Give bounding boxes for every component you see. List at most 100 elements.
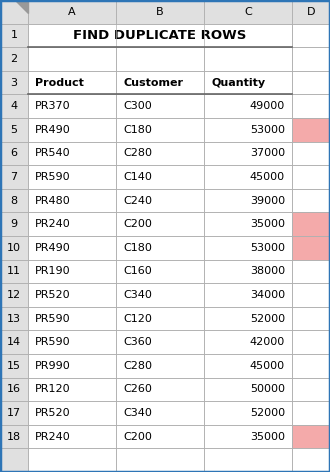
Text: C340: C340 [123, 290, 152, 300]
Bar [292, 165, 330, 189]
Text: 1: 1 [11, 30, 17, 41]
Text: PR590: PR590 [35, 337, 71, 347]
Text: 52000: 52000 [250, 408, 285, 418]
Bar [28, 165, 116, 189]
Bar [204, 283, 292, 307]
Bar [116, 307, 204, 330]
Bar [292, 189, 330, 212]
Bar [28, 425, 116, 448]
Bar [28, 354, 116, 378]
Bar [204, 330, 292, 354]
Text: PR590: PR590 [35, 313, 71, 324]
Bar [292, 260, 330, 283]
Text: C340: C340 [123, 408, 152, 418]
Bar [116, 0, 204, 24]
Bar [0, 354, 28, 378]
Text: C300: C300 [123, 101, 152, 111]
Text: 13: 13 [7, 313, 21, 324]
Text: C280: C280 [123, 361, 152, 371]
Bar [28, 260, 116, 283]
Bar [28, 0, 116, 24]
Bar [116, 283, 204, 307]
Bar [28, 24, 292, 47]
Bar [204, 448, 292, 472]
Text: C: C [244, 7, 252, 17]
Bar [0, 330, 28, 354]
Text: PR540: PR540 [35, 148, 71, 159]
Text: C360: C360 [123, 337, 152, 347]
Bar [292, 47, 330, 71]
Text: 15: 15 [7, 361, 21, 371]
Text: C240: C240 [123, 195, 152, 206]
Text: D: D [307, 7, 315, 17]
Bar [28, 307, 116, 330]
Text: 50000: 50000 [250, 384, 285, 395]
Bar [0, 189, 28, 212]
Bar [28, 189, 116, 212]
Text: 53000: 53000 [250, 125, 285, 135]
Bar [292, 71, 330, 94]
Bar [204, 118, 292, 142]
Text: 9: 9 [11, 219, 17, 229]
Bar [292, 236, 330, 260]
Text: 7: 7 [11, 172, 17, 182]
Bar [0, 142, 28, 165]
Text: C160: C160 [123, 266, 152, 277]
Bar [0, 283, 28, 307]
Text: C260: C260 [123, 384, 152, 395]
Bar [204, 401, 292, 425]
Bar [116, 401, 204, 425]
Text: PR240: PR240 [35, 219, 71, 229]
Text: 17: 17 [7, 408, 21, 418]
Bar [204, 307, 292, 330]
Text: 34000: 34000 [250, 290, 285, 300]
Text: 3: 3 [11, 77, 17, 88]
Bar [292, 0, 330, 24]
Text: 5: 5 [11, 125, 17, 135]
Text: C140: C140 [123, 172, 152, 182]
Bar [0, 0, 28, 24]
Bar [0, 307, 28, 330]
Bar [116, 142, 204, 165]
Bar [0, 378, 28, 401]
Bar [28, 330, 116, 354]
Bar [292, 24, 330, 47]
Bar [28, 401, 116, 425]
Bar [116, 354, 204, 378]
Bar [204, 260, 292, 283]
Bar [116, 378, 204, 401]
Bar [292, 448, 330, 472]
Bar [292, 212, 330, 236]
Text: PR120: PR120 [35, 384, 71, 395]
Text: 18: 18 [7, 431, 21, 442]
Text: 45000: 45000 [250, 172, 285, 182]
Bar [292, 401, 330, 425]
Text: B: B [156, 7, 164, 17]
Text: A: A [68, 7, 76, 17]
Text: Customer: Customer [123, 77, 183, 88]
Bar [204, 189, 292, 212]
Bar [116, 260, 204, 283]
Bar [0, 236, 28, 260]
Bar [204, 425, 292, 448]
Bar [292, 307, 330, 330]
Text: 42000: 42000 [250, 337, 285, 347]
Text: 6: 6 [11, 148, 17, 159]
Bar [116, 47, 204, 71]
Text: C120: C120 [123, 313, 152, 324]
Text: 52000: 52000 [250, 313, 285, 324]
Bar [28, 47, 116, 71]
Text: PR190: PR190 [35, 266, 71, 277]
Bar [28, 118, 116, 142]
Bar [28, 448, 116, 472]
Text: PR490: PR490 [35, 125, 71, 135]
Text: C180: C180 [123, 125, 152, 135]
Bar [116, 212, 204, 236]
Text: 12: 12 [7, 290, 21, 300]
Bar [28, 212, 116, 236]
Bar [292, 94, 330, 118]
Bar [116, 165, 204, 189]
Bar [292, 118, 330, 142]
Text: C180: C180 [123, 243, 152, 253]
Bar [116, 448, 204, 472]
